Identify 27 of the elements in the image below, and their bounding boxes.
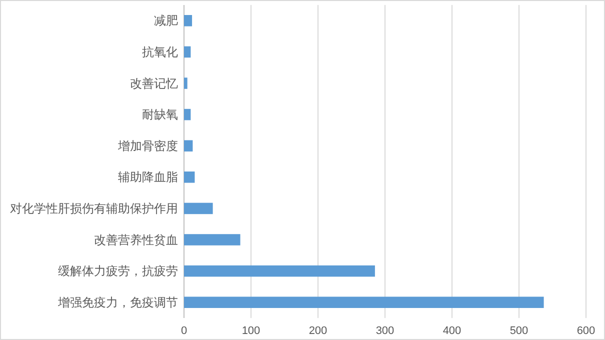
bar (184, 296, 544, 308)
y-tick-label: 抗氧化 (142, 44, 178, 59)
y-tick-label: 对化学性肝损伤有辅助保护作用 (10, 201, 178, 216)
bar (184, 46, 191, 58)
y-tick-label: 增强免疫力，免疫调节 (57, 295, 178, 310)
y-tick-label: 减肥 (154, 14, 178, 28)
bar (184, 265, 375, 277)
bar (184, 172, 195, 183)
bar (184, 140, 193, 152)
y-tick-label: 辅助降血脂 (118, 170, 178, 184)
bar (184, 234, 240, 246)
x-tick-label: 500 (510, 325, 528, 337)
y-tick-label: 耐缺氧 (142, 108, 178, 122)
y-tick-label: 增加骨密度 (117, 138, 178, 153)
x-tick-label: 400 (442, 325, 462, 337)
x-tick-label: 300 (376, 325, 394, 337)
x-tick-label: 200 (308, 325, 328, 337)
y-tick-label: 缓解体力疲劳，抗疲劳 (58, 264, 178, 278)
x-tick-label: 600 (576, 325, 596, 337)
y-tick-label: 改善营养性贫血 (94, 232, 178, 247)
bar (184, 108, 191, 120)
bar (184, 202, 213, 214)
bar (184, 78, 188, 89)
y-tick-label: 改善记忆 (130, 76, 178, 90)
bar (184, 15, 192, 26)
x-tick-label: 100 (242, 325, 260, 337)
x-tick-label: 0 (180, 325, 188, 337)
